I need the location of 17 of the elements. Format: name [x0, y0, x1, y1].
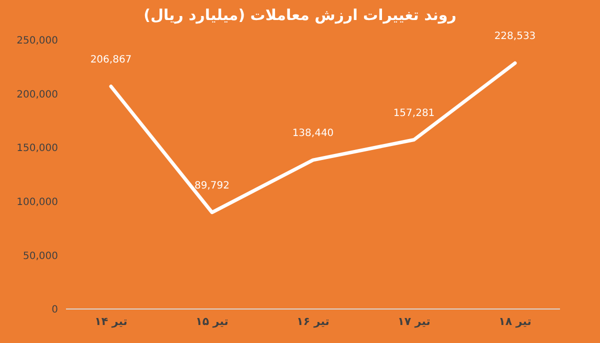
y-tick-label: 50,000 — [23, 250, 58, 262]
x-tick-label: ۱۶ تیر — [296, 314, 330, 328]
data-label: 138,440 — [292, 128, 334, 140]
x-tick-label: ۱۷ تیر — [398, 314, 430, 328]
x-tick-label: ۱۵ تیر — [196, 314, 228, 328]
x-tick-label: ۱۸ تیر — [498, 314, 532, 328]
y-tick-label: 0 — [52, 304, 58, 316]
y-tick-label: 200,000 — [16, 89, 58, 100]
chart-title: روند تغییرات ارزش معاملات (میلیارد ریال) — [142, 6, 458, 24]
data-label: 157,281 — [393, 108, 435, 119]
x-tick-label: ۱۴ تیر — [94, 314, 128, 328]
y-tick-label: 150,000 — [16, 143, 58, 154]
data-label: 206,867 — [90, 54, 132, 66]
y-tick-label: 100,000 — [16, 196, 58, 208]
y-tick-label: 250,000 — [16, 36, 58, 47]
data-label: 89,792 — [194, 180, 230, 192]
data-label: 228,533 — [494, 31, 536, 42]
